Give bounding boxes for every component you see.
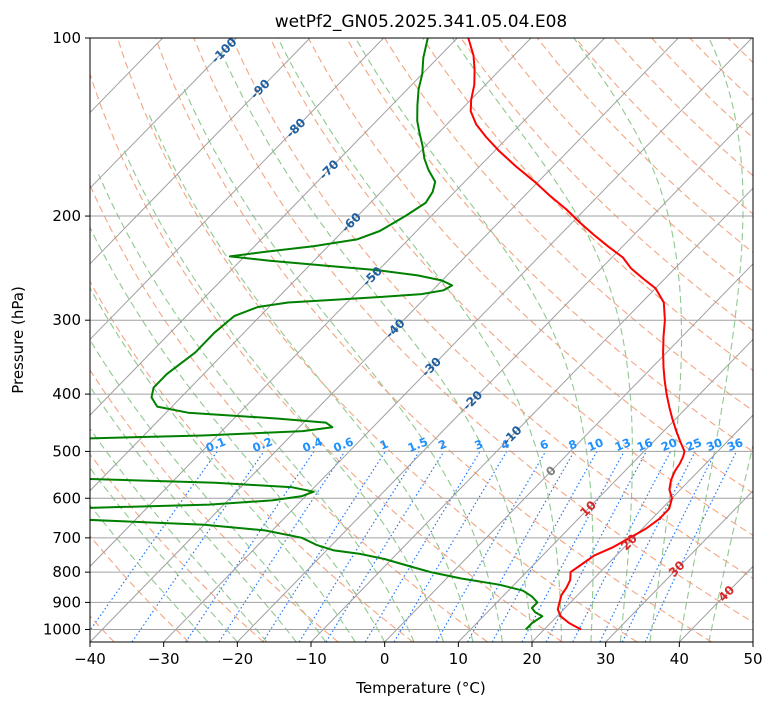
mixing-ratio-label: 10 bbox=[585, 435, 605, 454]
temperature-profile bbox=[467, 38, 686, 631]
y-tick-label: 900 bbox=[52, 593, 81, 611]
x-tick-label: −30 bbox=[148, 650, 180, 668]
isotherm-line bbox=[90, 38, 237, 189]
y-tick-label: 400 bbox=[52, 385, 81, 403]
mixing-ratio-line bbox=[90, 451, 218, 632]
moist-adiabat bbox=[90, 226, 386, 642]
isotherm-line bbox=[90, 38, 679, 642]
isotherm-line bbox=[531, 414, 753, 642]
y-tick-label: 300 bbox=[52, 311, 81, 329]
moist-adiabat bbox=[90, 504, 209, 642]
plot-frame bbox=[89, 37, 754, 643]
moist-adiabat bbox=[277, 38, 563, 642]
moist-adiabat bbox=[90, 339, 327, 642]
dry-adiabat bbox=[231, 38, 753, 580]
dewpoint-profile bbox=[90, 38, 544, 631]
isotherm-line bbox=[90, 38, 384, 341]
moist-adiabat bbox=[354, 38, 594, 642]
mixing-ratio-label: 16 bbox=[635, 435, 655, 454]
isotherms bbox=[90, 38, 753, 642]
x-tick-label: −40 bbox=[74, 650, 106, 668]
dry-adiabat bbox=[384, 38, 753, 412]
moist-adiabats bbox=[90, 38, 753, 642]
x-tick-label: 0 bbox=[380, 650, 390, 668]
mixing-ratio-line bbox=[466, 451, 575, 642]
profile-series bbox=[90, 38, 686, 631]
x-axis-ticks: −40 −30 −20 −10 0 10 20 30 40 50 bbox=[74, 642, 763, 668]
dry-adiabat bbox=[307, 38, 753, 494]
dry-adiabat bbox=[422, 38, 753, 372]
x-tick-label: 50 bbox=[743, 650, 762, 668]
y-tick-label: 600 bbox=[52, 489, 81, 507]
isotherm-line bbox=[236, 111, 753, 642]
x-tick-label: −10 bbox=[295, 650, 327, 668]
isotherm-line bbox=[310, 187, 753, 642]
mixing-ratio-label: 13 bbox=[613, 435, 633, 454]
moist-adiabat bbox=[90, 286, 356, 642]
moist-adiabat bbox=[97, 174, 415, 642]
dry-adiabat bbox=[90, 535, 190, 642]
y-axis-label: Pressure (hPa) bbox=[9, 286, 27, 394]
dry-adiabat bbox=[90, 453, 264, 642]
y-tick-label: 800 bbox=[52, 563, 81, 581]
mixing-ratio-label: 25 bbox=[684, 435, 704, 454]
mixing-ratio-line bbox=[572, 451, 672, 642]
moist-adiabat bbox=[573, 38, 683, 642]
y-tick-label: 700 bbox=[52, 529, 81, 547]
isotherm-line bbox=[163, 38, 753, 642]
moist-adiabat bbox=[181, 84, 504, 642]
isotherm-line bbox=[90, 38, 311, 265]
isotherm-line bbox=[90, 38, 605, 568]
mixing-ratio-line bbox=[218, 451, 346, 642]
y-tick-label: 200 bbox=[52, 207, 81, 225]
moist-adiabat bbox=[220, 50, 533, 642]
mixing-ratio-label: 30 bbox=[704, 435, 724, 454]
moist-adiabat bbox=[678, 38, 744, 642]
isotherm-line bbox=[457, 338, 753, 642]
mixing-ratio-line bbox=[131, 451, 265, 642]
mixing-ratio-label: 20 bbox=[659, 435, 679, 454]
x-axis-label: Temperature (°C) bbox=[355, 679, 485, 697]
mixing-ratio-label: 36 bbox=[725, 435, 745, 454]
moist-adiabat bbox=[90, 427, 268, 642]
dry-adiabat bbox=[345, 38, 753, 453]
dry-adiabat bbox=[116, 38, 638, 642]
dry-adiabat bbox=[269, 38, 753, 537]
mixing-ratio-line bbox=[185, 451, 315, 642]
mixing-ratio-line bbox=[599, 451, 696, 642]
y-tick-label: 500 bbox=[52, 442, 81, 460]
dry-adiabat bbox=[90, 368, 339, 642]
isotherm-line bbox=[90, 38, 532, 492]
pressure-gridlines bbox=[90, 38, 753, 630]
x-tick-label: −20 bbox=[222, 650, 254, 668]
mixing-ratio-line bbox=[325, 451, 445, 642]
moist-adiabat bbox=[148, 114, 474, 642]
mixing-ratio-line bbox=[262, 451, 386, 642]
dry-adiabat bbox=[90, 71, 563, 642]
isotherm-line bbox=[90, 38, 458, 416]
y-tick-label: 1000 bbox=[43, 620, 81, 638]
y-axis-ticks: 100 200 300 400 500 600 700 800 900 1000 bbox=[43, 29, 90, 638]
x-tick-label: 20 bbox=[522, 650, 541, 668]
moist-adiabat bbox=[90, 385, 297, 642]
dry-adiabat bbox=[90, 183, 488, 642]
dry-adiabat bbox=[193, 38, 753, 623]
x-tick-label: 40 bbox=[670, 650, 689, 668]
mixing-ratio-line bbox=[521, 451, 625, 642]
y-tick-label: 100 bbox=[52, 29, 81, 47]
moist-adiabat bbox=[452, 38, 633, 642]
isotherm-line bbox=[605, 490, 753, 642]
dry-adiabat bbox=[460, 38, 753, 332]
x-tick-label: 10 bbox=[449, 650, 468, 668]
isotherm-line bbox=[384, 263, 753, 642]
dry-adiabat bbox=[498, 38, 753, 293]
chart-title: wetPf2_GN05.2025.341.05.04.E08 bbox=[275, 12, 567, 32]
x-tick-label: 30 bbox=[596, 650, 615, 668]
